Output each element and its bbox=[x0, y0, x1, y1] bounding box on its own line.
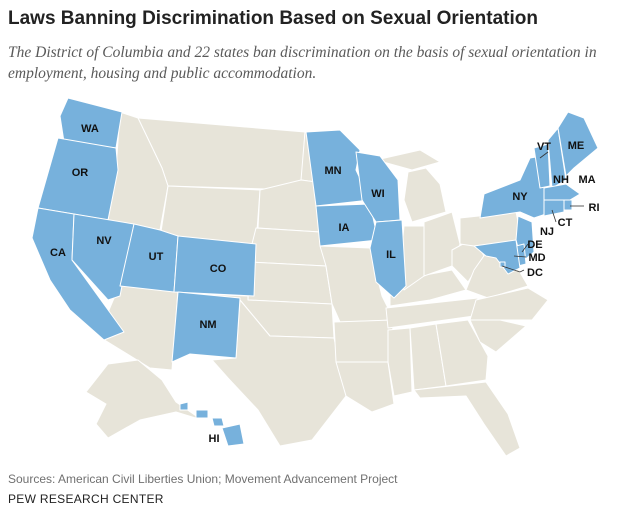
sources-note: Sources: American Civil Liberties Union;… bbox=[8, 472, 398, 486]
state-or bbox=[37, 137, 119, 221]
label-il: IL bbox=[386, 249, 396, 261]
label-dc: DC bbox=[527, 267, 543, 279]
state-sc bbox=[469, 319, 527, 353]
state-mi bbox=[375, 149, 447, 223]
state-ga bbox=[435, 319, 489, 387]
label-ia: IA bbox=[339, 222, 350, 234]
state-ri bbox=[563, 199, 573, 211]
state-ne bbox=[249, 227, 327, 267]
label-ut: UT bbox=[149, 251, 164, 263]
label-nj: NJ bbox=[540, 226, 554, 238]
chart-title: Laws Banning Discrimination Based on Sex… bbox=[8, 8, 538, 29]
leader-dc bbox=[501, 265, 525, 273]
leader-md bbox=[513, 255, 527, 258]
label-ca: CA bbox=[50, 247, 66, 259]
leader-de bbox=[521, 243, 529, 253]
state-ma bbox=[543, 183, 581, 201]
state-hi bbox=[179, 401, 245, 447]
state-ar bbox=[333, 319, 395, 363]
label-ct: CT bbox=[558, 217, 573, 229]
leader-vt bbox=[539, 151, 549, 159]
label-ny: NY bbox=[512, 191, 528, 203]
label-ma: MA bbox=[578, 174, 595, 186]
leader-ct bbox=[551, 209, 557, 223]
label-me: ME bbox=[568, 140, 585, 152]
label-co: CO bbox=[210, 263, 227, 275]
label-ri: RI bbox=[589, 202, 600, 214]
label-mn: MN bbox=[324, 165, 341, 177]
label-hi: HI bbox=[209, 433, 220, 445]
label-md: MD bbox=[528, 252, 545, 264]
state-nm bbox=[171, 291, 241, 363]
state-ak bbox=[85, 359, 203, 439]
state-nv bbox=[71, 213, 135, 301]
label-nh: NH bbox=[553, 174, 569, 186]
label-or: OR bbox=[72, 167, 89, 179]
state-me bbox=[557, 111, 599, 177]
label-nm: NM bbox=[199, 319, 216, 331]
state-ms bbox=[387, 327, 413, 397]
label-vt: VT bbox=[537, 141, 551, 153]
state-vt bbox=[533, 143, 551, 189]
state-ct bbox=[543, 199, 565, 217]
label-nv: NV bbox=[96, 235, 112, 247]
us-map: WA OR CA NV UT CO NM MN IA WI IL NY VT N… bbox=[0, 95, 640, 460]
state-sd bbox=[257, 179, 321, 233]
state-ks bbox=[247, 261, 333, 305]
state-fl bbox=[413, 381, 521, 457]
state-nh bbox=[547, 127, 567, 189]
label-wi: WI bbox=[371, 188, 384, 200]
state-la bbox=[335, 361, 395, 413]
label-wa: WA bbox=[81, 123, 99, 135]
state-tx bbox=[211, 299, 347, 447]
state-co bbox=[173, 235, 257, 297]
chart-subtitle: The District of Columbia and 22 states b… bbox=[8, 44, 597, 82]
label-de: DE bbox=[527, 239, 542, 251]
state-md bbox=[473, 239, 521, 275]
organization-credit: PEW RESEARCH CENTER bbox=[8, 492, 164, 506]
state-il bbox=[369, 219, 407, 299]
